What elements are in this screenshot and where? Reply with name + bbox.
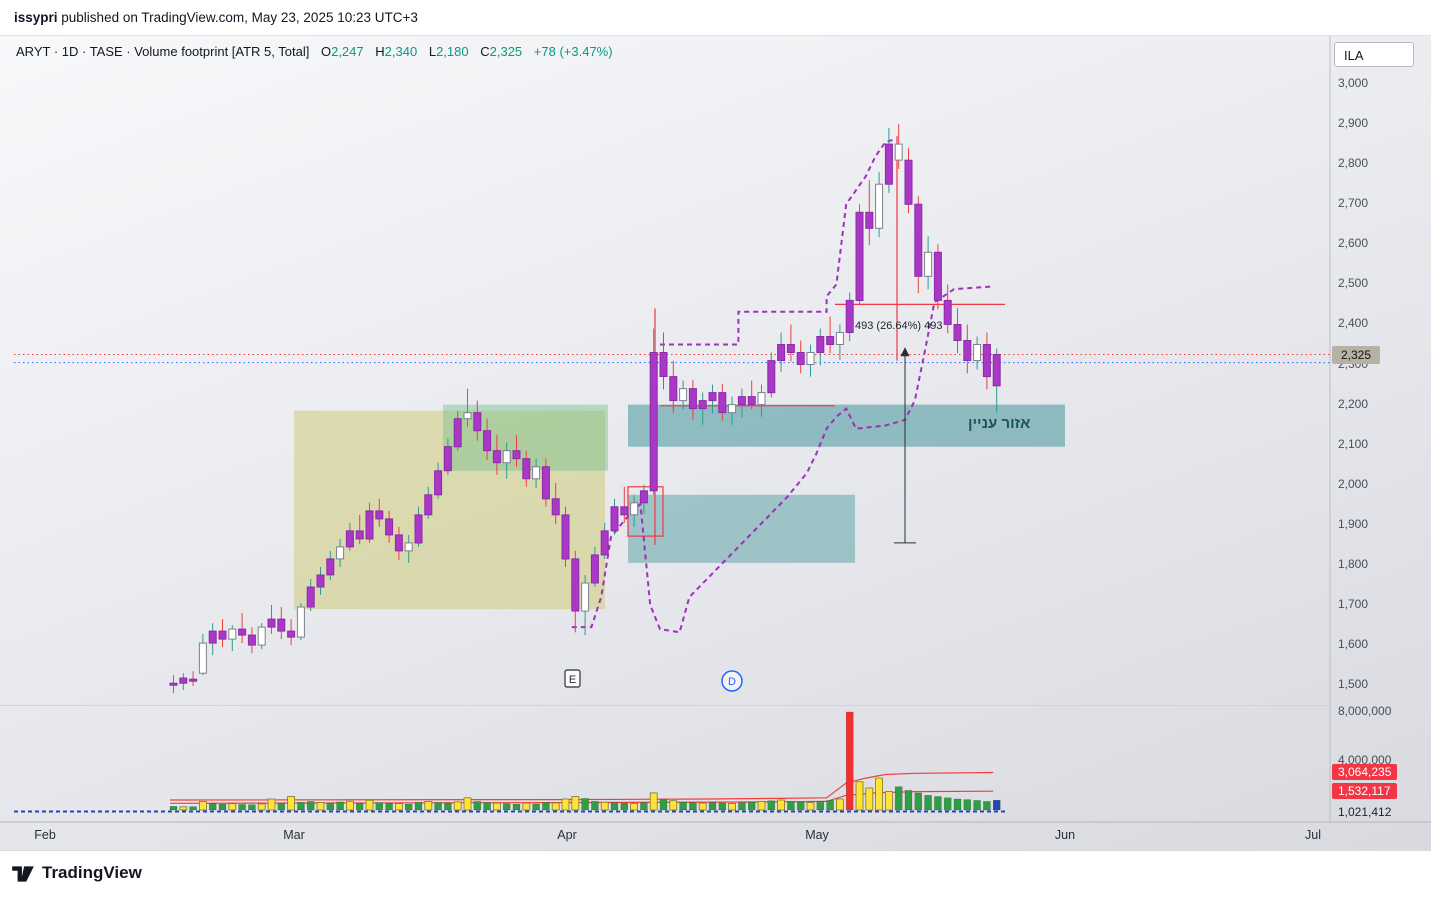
last-price-badge: 2,325	[1332, 346, 1381, 364]
tradingview-brand[interactable]: TradingView	[42, 863, 142, 882]
price-axis-label: 2,200	[1338, 397, 1369, 411]
price-axis-label: 2,400	[1338, 316, 1369, 330]
low-label: L	[428, 44, 437, 59]
interest-zone-label: אזור עניין	[968, 415, 1031, 432]
time-axis-label: Jul	[1305, 828, 1321, 842]
price-axis-label: 1,700	[1338, 597, 1369, 611]
high-label: H	[375, 44, 385, 59]
price-axis-label: 1,900	[1338, 517, 1369, 531]
price-axis-label: 2,700	[1338, 196, 1369, 210]
price-axis-label: 2,100	[1338, 437, 1369, 451]
price-axis-label: 3,000	[1338, 76, 1369, 90]
tradingview-logo-icon[interactable]	[10, 861, 36, 892]
footer: TradingView	[0, 850, 1431, 897]
volume-axis-label: 4,000,000	[1338, 753, 1392, 767]
publisher-text: published on TradingView.com, May 23, 20…	[57, 10, 418, 25]
price-axis-label: 2,800	[1338, 156, 1369, 170]
open-label: O	[320, 44, 332, 59]
time-axis-label: Mar	[283, 828, 305, 842]
price-axis-label: 2,000	[1338, 477, 1369, 491]
chart-background	[0, 36, 1431, 850]
price-axis-label: 1,800	[1338, 557, 1369, 571]
time-axis-label: Jun	[1054, 828, 1076, 842]
symbol-header: ARYT · 1D · TASE · Volume footprint [ATR…	[16, 44, 613, 59]
volume-current-value: 1,021,412	[1338, 805, 1392, 819]
time-axis-label: May	[805, 828, 829, 842]
symbol-flag-box: ILA	[1334, 42, 1414, 67]
price-axis-label: 1,600	[1338, 637, 1369, 651]
volume-axis-label: 8,000,000	[1338, 704, 1392, 718]
price-axis-label: 2,600	[1338, 236, 1369, 250]
publisher-bar: issypri published on TradingView.com, Ma…	[0, 0, 1431, 36]
open-value: 2,247	[331, 44, 364, 59]
publisher-name: issypri	[14, 10, 58, 25]
price-axis-label: 2,500	[1338, 276, 1369, 290]
volume-ma2-badge: 1,532,117	[1332, 783, 1397, 799]
change-value: +78 (+3.47%)	[533, 44, 613, 59]
high-value: 2,340	[384, 44, 418, 59]
price-axis-label: 1,500	[1338, 677, 1369, 691]
price-axis-label: 2,900	[1338, 116, 1369, 130]
symbol-title: ARYT · 1D · TASE · Volume footprint [ATR…	[16, 44, 310, 59]
low-value: 2,180	[436, 44, 469, 59]
close-value: 2,325	[489, 44, 523, 59]
time-axis-label: Feb	[34, 828, 56, 842]
measurement-label: 493 (26.64%) 493	[855, 320, 943, 332]
volume-ma1-badge: 3,064,235	[1332, 764, 1398, 780]
time-axis-label: Apr	[557, 828, 577, 842]
close-label: C	[480, 44, 490, 59]
